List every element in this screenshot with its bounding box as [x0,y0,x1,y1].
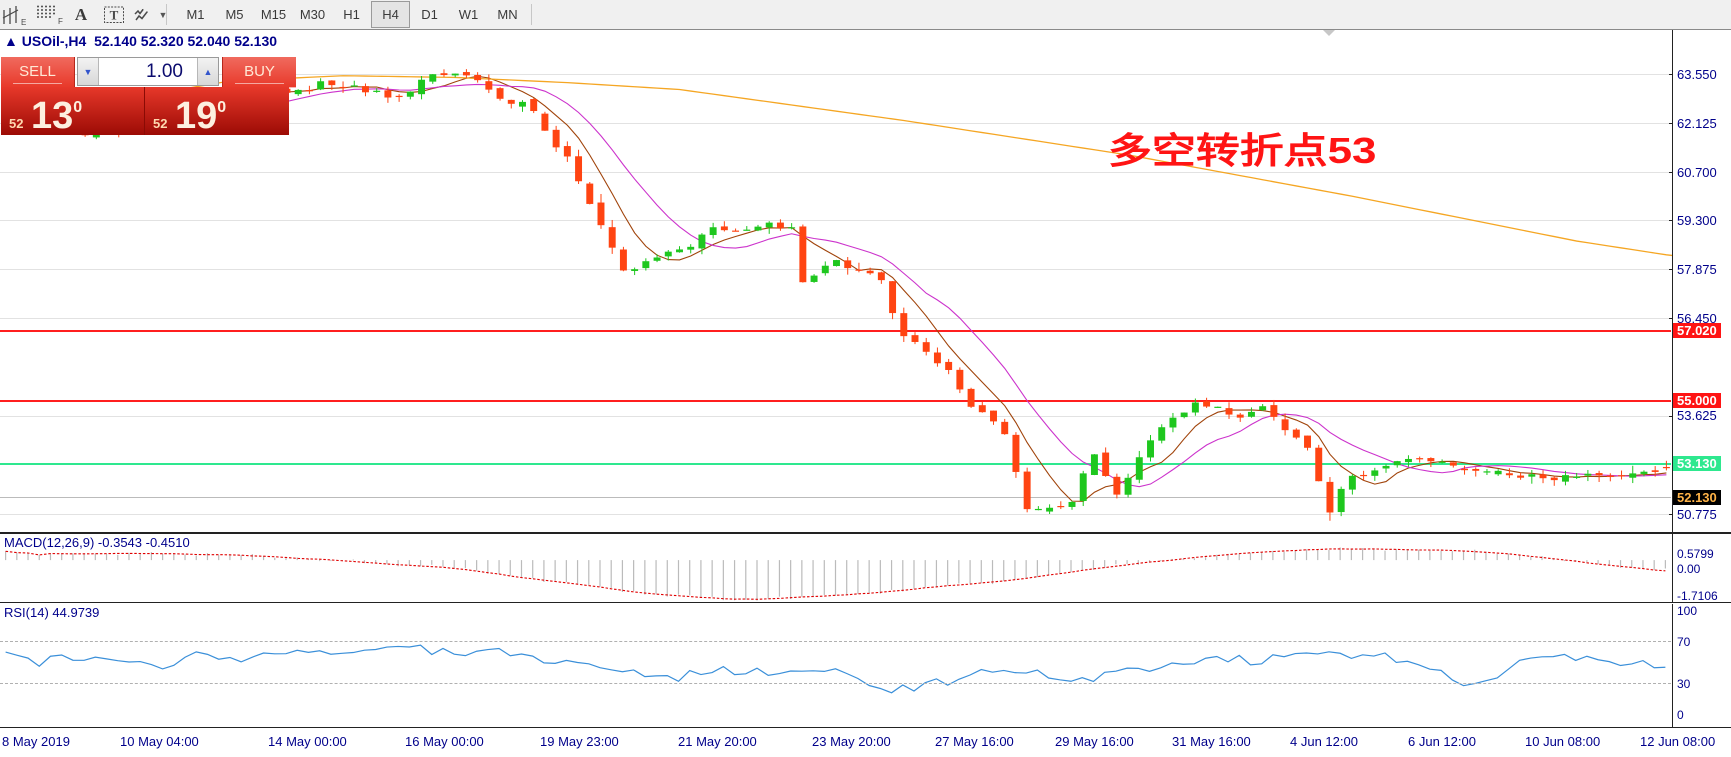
svg-text:F: F [58,17,63,25]
svg-text:E: E [21,18,26,26]
svg-text:T: T [110,8,119,23]
